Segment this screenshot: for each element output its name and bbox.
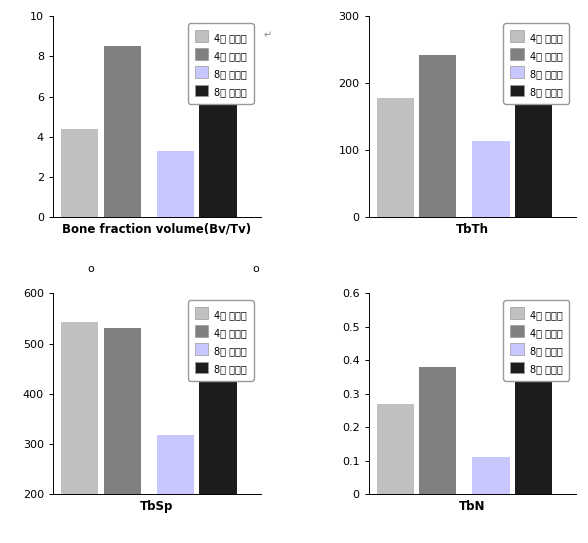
Bar <box>61 129 98 217</box>
Bar <box>515 330 552 494</box>
X-axis label: TbSp: TbSp <box>140 500 173 513</box>
Legend: 4주 대조군, 4주 실험군, 8주 대조군, 8주 실험군: 4주 대조군, 4주 실험군, 8주 대조군, 8주 실험군 <box>188 23 253 104</box>
Bar <box>376 404 414 494</box>
Text: o: o <box>252 264 259 274</box>
Bar <box>419 55 456 217</box>
X-axis label: TbTh: TbTh <box>456 223 489 236</box>
Bar <box>103 46 141 217</box>
Bar <box>376 98 414 217</box>
Legend: 4주 대조군, 4주 실험군, 8주 대조군, 8주 실험군: 4주 대조군, 4주 실험군, 8주 대조군, 8주 실험군 <box>503 23 569 104</box>
Bar <box>472 457 510 494</box>
Legend: 4주 대조군, 4주 실험군, 8주 대조군, 8주 실험군: 4주 대조군, 4주 실험군, 8주 대조군, 8주 실험군 <box>503 300 569 381</box>
Text: ↵: ↵ <box>263 30 272 40</box>
Bar <box>103 328 141 543</box>
X-axis label: Bone fraction volume(Bv/Tv): Bone fraction volume(Bv/Tv) <box>62 223 251 236</box>
Bar <box>515 60 552 217</box>
Bar <box>157 151 194 217</box>
X-axis label: TbN: TbN <box>459 500 486 513</box>
Bar <box>61 323 98 543</box>
Bar <box>419 367 456 494</box>
Legend: 4주 대조군, 4주 실험군, 8주 대조군, 8주 실험군: 4주 대조군, 4주 실험군, 8주 대조군, 8주 실험군 <box>188 300 253 381</box>
Bar <box>199 326 236 543</box>
Bar <box>472 141 510 217</box>
Bar <box>157 435 194 543</box>
Bar <box>199 36 236 217</box>
Text: o: o <box>88 264 95 274</box>
